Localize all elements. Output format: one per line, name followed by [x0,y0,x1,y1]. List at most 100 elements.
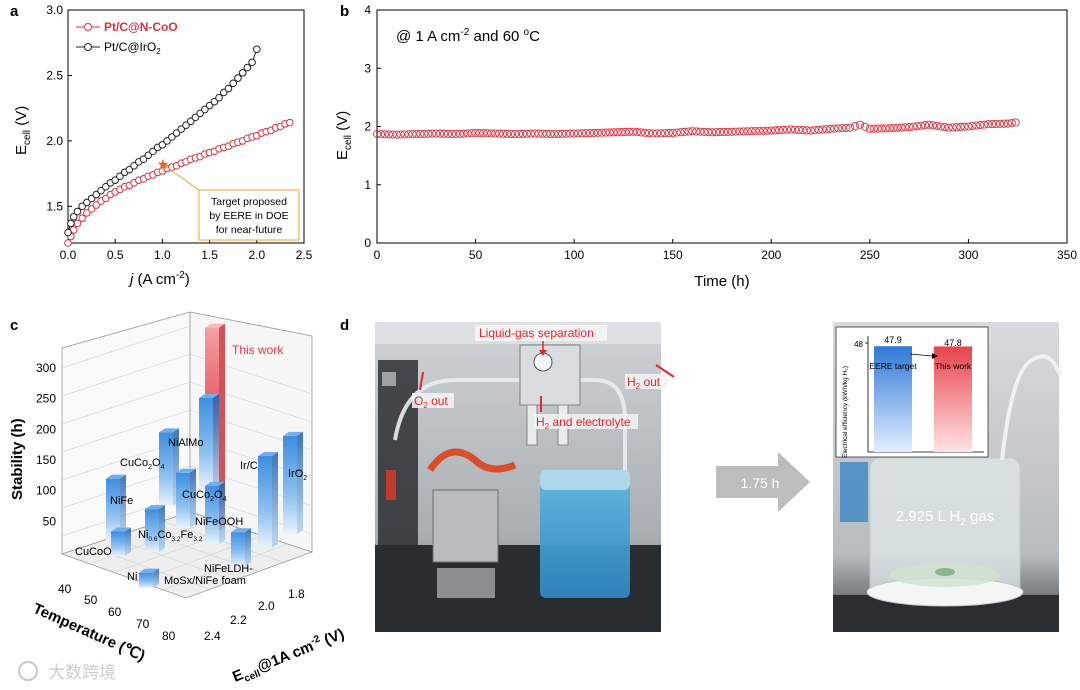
bar-ir-c [258,452,278,548]
stability-axis-label: Stability (h) [9,418,26,500]
panel-label-c: c [10,317,18,334]
data-point-b [924,120,934,129]
bar-top [159,428,179,433]
data-point-b [617,128,626,137]
data-point-b [901,123,910,132]
data-point-b [384,130,393,139]
bar-side [213,394,219,490]
data-point-b [483,129,492,138]
data-point-b [432,129,441,138]
data-point-b [860,122,869,131]
bar-side [272,452,278,548]
data-point-b [554,129,563,139]
data-point-a [234,74,242,82]
data-point-a [92,201,101,209]
data-point-b [684,127,693,136]
legend-label-ncoo: Pt/C@N-CoO [104,20,178,34]
data-point-a [224,84,233,93]
x-tick-label-b: 250 [860,248,880,262]
bar-nife [106,474,126,540]
data-point-b [672,128,681,137]
data-point-b [408,130,417,139]
bar-group-c [106,323,303,588]
data-point-b [688,127,697,136]
data-point-b [696,127,705,136]
x-tick-label-a: 2.0 [248,248,265,262]
control-panel [378,360,418,550]
y-tick-label-a: 3.0 [46,3,63,17]
axis-ticks-b: 0 50 100 150 200 250 300 350 0 1 2 3 4 [364,3,1077,262]
o2-out-label: O2 out [414,394,448,410]
data-point-a [139,155,148,164]
data-point-a [73,207,82,216]
annotation-line-2: by EERE in DOE [209,210,288,222]
data-point-b [960,122,969,131]
data-point-b [704,128,713,137]
data-point-b [593,128,602,137]
target-star-icon: ★ [157,156,170,172]
data-point-b [680,127,689,136]
label-nicofe: Ni0.6Co3.2Fe3.2 [138,529,203,543]
series-group-a [64,45,294,247]
bar-side [159,505,165,552]
x-axis-label-b: Time (h) [694,273,749,290]
data-point-a [83,209,91,217]
data-point-b [940,123,949,132]
legend-marker-iro2 [84,43,92,51]
data-point-b [885,124,894,133]
data-point-b [851,122,860,131]
data-point-b [436,129,445,138]
data-point-b [459,129,468,138]
data-point-b [487,129,496,138]
data-point-b [1011,118,1020,127]
data-point-b [510,130,520,139]
data-point-b [652,129,661,138]
data-point-a [248,58,256,67]
data-point-b [1003,119,1012,128]
bar-ni [139,568,159,588]
data-point-b [534,129,543,138]
data-point-b [818,125,827,134]
data-point-a [252,45,261,54]
data-point-b [601,128,610,137]
data-point-b [463,129,472,138]
ecell-axis: 1.8 2.0 2.2 2.4 Ecell@1A cm-2 (V) [204,587,347,686]
data-point-b [451,130,460,139]
data-point-b [976,121,985,130]
data-point-b [972,121,981,130]
bar-front [159,432,173,506]
panel-b: b 0 50 100 150 200 250 300 350 0 1 2 3 4 @ 1 A cm-2 … [334,3,1077,290]
bar-cuco2o4-2- [176,468,196,528]
data-point-b [400,130,409,139]
data-point-a [78,214,86,222]
electrolyzer-photo [375,322,661,632]
data-point-b [873,124,882,133]
bar-nifeldh-mosx-nife-foam [231,528,251,566]
data-point-b [759,126,768,135]
data-point-b [503,129,512,138]
data-point-b [715,128,725,137]
bar-top [176,468,196,473]
bar-top [111,527,131,532]
data-point-b [909,122,918,131]
data-point-b [731,127,740,136]
data-point-a [196,109,204,118]
data-point-a [168,133,176,141]
data-point-a [286,118,294,127]
data-point-b [633,128,642,137]
data-point-a [111,176,119,184]
panel-label-d: d [340,317,349,334]
data-point-b [372,130,382,139]
data-point-a [149,147,157,156]
arrow-duration-label: 1.75 h [741,475,780,491]
data-point-b [475,128,484,138]
data-point-b [380,130,389,139]
data-point-b [656,129,665,138]
data-point-b [447,129,456,139]
data-point-a [158,141,167,149]
bar-iro2 [283,431,303,534]
temp-tick-70: 70 [136,617,150,631]
panel-a: a 0.0 0.5 1.0 1.5 2.0 2.5 1.5 2.0 2.5 3.0 Ecell (… [10,3,313,288]
data-point-a [97,186,105,195]
